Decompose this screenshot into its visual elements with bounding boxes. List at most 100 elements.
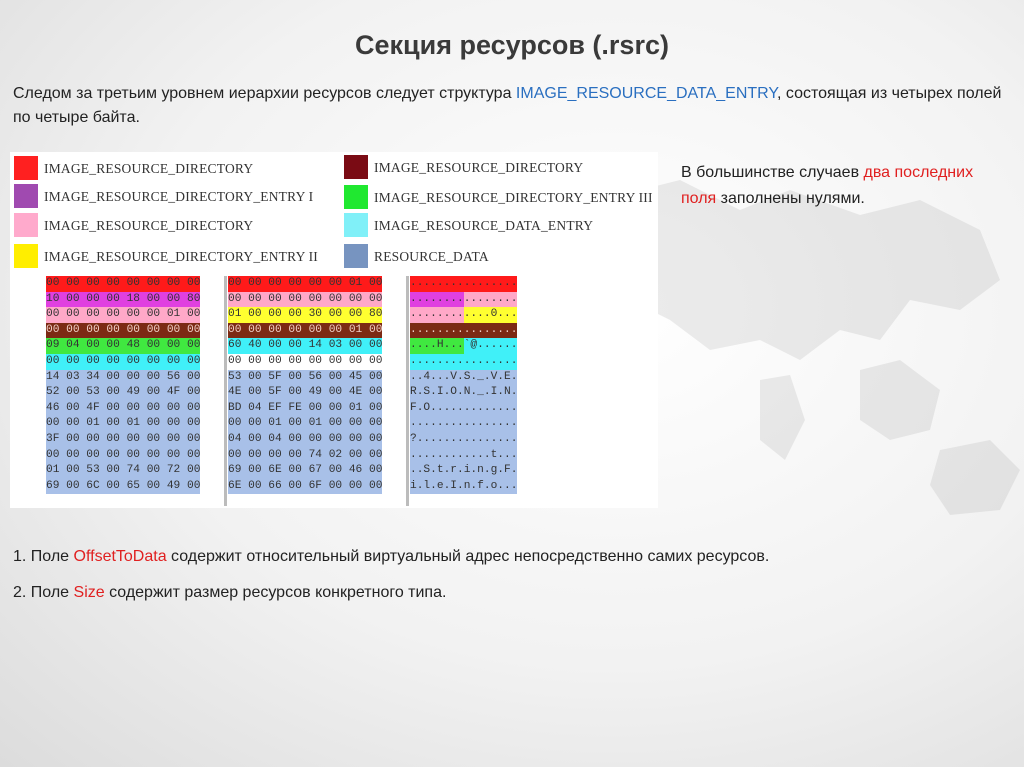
side-note-after: заполнены нулями. [716,190,865,207]
legend-swatch [14,213,38,237]
hex-bytes: 53 00 5F 00 56 00 45 00 [228,369,383,386]
hexdump-row: 00 00 00 00 00 00 00 00 [228,353,383,370]
hex-bytes: 14 03 34 00 00 00 56 00 [46,369,201,386]
hex-bytes: BD 04 EF FE 00 00 01 00 [228,400,383,417]
hexdump-row: 00 00 00 00 00 00 01 00 [46,307,201,323]
hexdump-row: 6E 00 66 00 6F 00 00 00 [228,478,383,495]
legend-label: RESOURCE_DATA [374,249,489,264]
legend-swatch [14,184,38,208]
intro-text-after: , состоящая из четырех полей по четыре б… [13,85,1002,126]
intro-paragraph: Следом за третьим уровнем иерархии ресур… [13,82,1003,130]
ascii-segment: ............t... [410,447,518,464]
hexdump-row: 53 00 5F 00 56 00 45 00 [228,369,383,386]
ascii-segment: ................ [410,416,518,432]
ascii-segment: ................ [410,353,518,370]
hexdump-row: R.S.I.O.N._.I.N. [410,385,518,401]
legend-label: IMAGE_RESOURCE_DIRECTORY_ENTRY II [44,249,318,264]
hexdump-row: F.O............. [410,400,518,417]
hexdump-row: ................ [410,276,518,292]
ascii-segment: ....0... [463,307,518,323]
hex-bytes: 3F 00 00 00 00 00 00 00 [46,431,201,448]
hex-bytes: 10 00 00 00 18 00 00 80 [46,291,201,308]
hex-bytes: 04 00 04 00 00 00 00 00 [228,431,383,448]
hexdump-row: 69 00 6E 00 67 00 46 00 [228,463,383,479]
legend-swatch [14,244,38,268]
legend-label: IMAGE_RESOURCE_DIRECTORY_ENTRY I [44,189,314,204]
ascii-segment: ................ [410,322,518,339]
hexdump-row: ....H...`@...... [410,338,518,354]
hex-bytes: 00 00 01 00 01 00 00 00 [228,416,383,432]
hex-bytes: 60 40 00 00 14 03 00 00 [228,338,383,354]
hexdump-row: 01 00 00 00 30 00 00 80 [228,307,383,323]
hexdump-row: 14 03 34 00 00 00 56 00 [46,369,201,386]
bullet-text-before: 2. Поле [13,584,74,601]
legend-label: IMAGE_RESOURCE_DIRECTORY [44,218,254,233]
hexdump-row: ..4...V.S._.V.E. [410,369,518,386]
column-divider [224,276,227,506]
hex-bytes: 00 00 00 00 00 00 00 00 [46,276,201,292]
hexdump-row: 00 00 00 00 00 00 00 00 [228,291,383,308]
hexdump-row: ............t... [410,447,518,464]
hex-bytes: 01 00 00 00 30 00 00 80 [228,307,383,323]
hex-bytes: 69 00 6E 00 67 00 46 00 [228,463,383,479]
hexdump-row: 00 00 00 00 00 00 00 00 [46,353,201,370]
hex-column-middle: 00 00 00 00 00 00 01 00 00 00 00 00 00 00… [228,276,383,495]
hex-bytes: 09 04 00 00 48 00 00 00 [46,338,201,354]
bullet-size: 2. Поле Size содержит размер ресурсов ко… [13,584,446,602]
hexdump-row: ................ [410,416,518,432]
legend-label: IMAGE_RESOURCE_DIRECTORY_ENTRY III [374,190,653,205]
legend-label: IMAGE_RESOURCE_DIRECTORY [374,160,584,175]
ascii-segment: ........ [463,291,518,308]
hex-bytes: 00 00 00 00 74 02 00 00 [228,447,383,464]
hexdump-row: 69 00 6C 00 65 00 49 00 [46,478,201,495]
ascii-segment: R.S.I.O.N._.I.N. [410,385,518,401]
hex-column-left: 00 00 00 00 00 00 00 00 10 00 00 00 18 00… [46,276,201,495]
hex-bytes: 00 00 00 00 00 00 01 00 [46,307,201,323]
ascii-segment: ................ [410,276,518,292]
side-note: В большинстве случаев два последних поля… [681,160,1011,212]
bullet-text-before: 1. Поле [13,548,74,565]
ascii-segment: ?............... [410,431,518,448]
field-name-size: Size [73,584,105,601]
hexdump-row: 00 00 00 00 00 00 01 00 [228,322,383,339]
hexdump-row: ................ [410,353,518,370]
hexdump-row: ................ [410,291,518,308]
intro-structure-name: IMAGE_RESOURCE_DATA_ENTRY [515,85,778,102]
hex-bytes: 00 00 00 00 00 00 00 00 [228,353,383,370]
hexdump-row: 00 00 00 00 00 00 00 00 [46,322,201,339]
hexdump-row: 00 00 00 00 00 00 00 00 [46,447,201,464]
legend-swatch [344,213,368,237]
ascii-segment: F.O............. [410,400,518,417]
hexdump-row: ?............... [410,431,518,448]
hexdump-row: 46 00 4F 00 00 00 00 00 [46,400,201,417]
hex-bytes: 00 00 00 00 00 00 00 00 [46,353,201,370]
ascii-segment: ..4...V.S._.V.E. [410,369,518,386]
hexdump-row: 3F 00 00 00 00 00 00 00 [46,431,201,448]
world-map-background [600,180,1020,515]
hexdump-row: 00 00 00 00 74 02 00 00 [228,447,383,464]
legend-swatch [344,155,368,179]
ascii-segment: ..S.t.r.i.n.g.F. [410,463,518,479]
legend-swatch [14,156,38,180]
hexdump-row: 01 00 53 00 74 00 72 00 [46,463,201,479]
hexdump-row: 09 04 00 00 48 00 00 00 [46,338,201,354]
hexdump-row: 00 00 01 00 01 00 00 00 [228,416,383,432]
ascii-segment: i.l.e.I.n.f.o... [410,478,518,495]
hex-bytes: 6E 00 66 00 6F 00 00 00 [228,478,383,495]
hex-bytes: 00 00 01 00 01 00 00 00 [46,416,201,432]
bullet-text-after: содержит размер ресурсов конкретного тип… [104,584,447,601]
hex-bytes: 00 00 00 00 00 00 01 00 [228,276,383,292]
hex-bytes: 46 00 4F 00 00 00 00 00 [46,400,201,417]
hexdump-figure: IMAGE_RESOURCE_DIRECTORY IMAGE_RESOURCE_D… [10,152,658,508]
side-note-before: В большинстве случаев [681,164,864,181]
side-note-highlight: два последних поля [681,164,974,207]
hexdump-row: 4E 00 5F 00 49 00 4E 00 [228,385,383,401]
ascii-segment: ....H... [410,338,464,354]
field-name-offsettodata: OffsetToData [73,548,167,565]
hex-bytes: 00 00 00 00 00 00 00 00 [46,447,201,464]
hexdump-row: ..S.t.r.i.n.g.F. [410,463,518,479]
column-divider [406,276,409,506]
slide-title: Секция ресурсов (.rsrc) [355,30,669,60]
ascii-column: ........................................… [410,276,518,495]
bullet-offsettodata: 1. Поле OffsetToData содержит относитель… [13,548,769,566]
